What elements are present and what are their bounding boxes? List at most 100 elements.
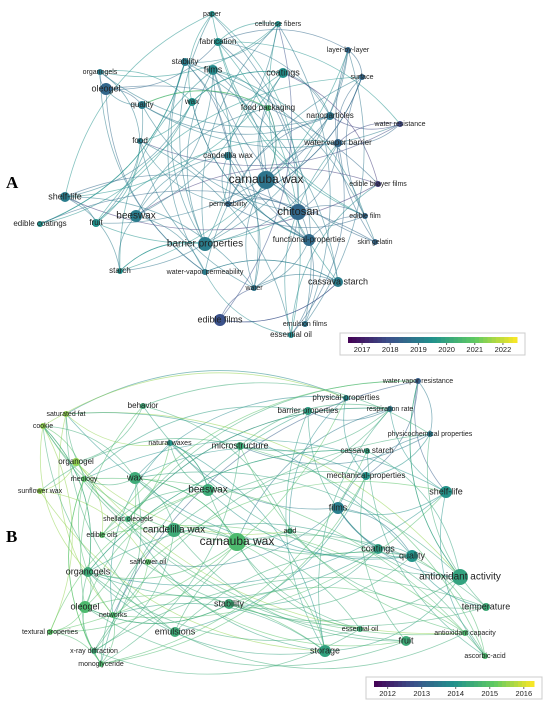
node [372, 239, 378, 245]
colorbar-segment [483, 337, 488, 343]
edge [42, 425, 91, 573]
edge [101, 380, 419, 536]
edge [227, 72, 284, 157]
edge [227, 203, 366, 228]
edge [65, 413, 413, 558]
node-label: starch [109, 266, 131, 275]
node-label: beeswax [116, 211, 155, 222]
edge [147, 561, 407, 647]
node-label: carnauba wax [229, 172, 304, 186]
node-label: rheology [71, 476, 98, 483]
node-label: water [244, 285, 263, 292]
node [332, 502, 344, 514]
edge [289, 530, 486, 657]
edge [49, 397, 347, 633]
edge [101, 489, 209, 536]
edge [112, 603, 326, 652]
edge [277, 23, 331, 325]
node [117, 268, 123, 274]
node [440, 486, 452, 498]
edge [337, 433, 431, 509]
colorbar-segment [504, 337, 510, 343]
edge [290, 183, 379, 336]
node-label: behavior [128, 401, 159, 410]
edge [42, 425, 407, 642]
edges [39, 13, 487, 675]
edge [112, 380, 419, 616]
edge [253, 239, 310, 289]
node [251, 285, 257, 291]
node [257, 171, 275, 189]
colorbar-segment [440, 337, 446, 343]
colorbar-segment [491, 337, 497, 343]
colorbar-segment [510, 681, 515, 687]
colorbar-segment [512, 337, 518, 343]
edge [84, 477, 137, 608]
colorbar-segment [394, 337, 400, 343]
edge [87, 450, 368, 573]
edge [212, 69, 310, 241]
node-label: food packaging [241, 103, 295, 112]
node-label: candelilla wax [143, 525, 205, 536]
node [72, 458, 80, 466]
node-label: quality [130, 100, 153, 109]
node-label: fabrication [200, 37, 237, 46]
edge [42, 425, 73, 633]
colorbar-tick-label: 2015 [481, 689, 498, 698]
colorbar-segment [445, 337, 450, 343]
edge [324, 576, 461, 652]
edge [307, 408, 391, 421]
node [167, 440, 173, 446]
node [140, 403, 146, 409]
node-label: natural waxes [148, 440, 192, 447]
edge [65, 413, 176, 633]
node-label: beeswax [188, 485, 227, 496]
node [375, 181, 381, 187]
edge [389, 408, 447, 493]
node-label: organogel [58, 457, 94, 466]
edge [119, 242, 206, 272]
edge [169, 442, 209, 491]
node-label: physicochemical properties [388, 431, 473, 438]
edge [75, 461, 104, 536]
node [224, 152, 232, 160]
node [125, 516, 131, 522]
colorbar-segment [508, 337, 514, 343]
edge [219, 23, 293, 321]
edge [289, 397, 347, 532]
node-label: temperature [462, 601, 511, 611]
colorbar-tick-label: 2016 [515, 689, 532, 698]
edge [118, 215, 137, 272]
node [427, 431, 433, 437]
edge [141, 90, 269, 109]
node [397, 121, 403, 127]
edge [191, 101, 310, 241]
edge [265, 179, 339, 283]
edge [217, 41, 401, 125]
node-label: safflower oil [130, 559, 167, 566]
edge [174, 475, 367, 633]
node [304, 407, 312, 415]
node-label: water-vapor barrier [303, 138, 372, 147]
edge [147, 507, 339, 567]
edge [337, 507, 413, 557]
node-label: oleogel [91, 83, 120, 93]
node [359, 74, 365, 80]
colorbar-segment [478, 681, 483, 687]
edge [360, 475, 407, 642]
colorbar-segment [386, 337, 391, 343]
edge [95, 115, 331, 224]
colorbar-segment [453, 337, 459, 343]
node-label: surface [351, 74, 374, 81]
node-label: wax [126, 472, 144, 482]
edge [42, 425, 136, 479]
edge [78, 478, 114, 616]
edge [365, 380, 419, 477]
colorbar-segment [462, 681, 467, 687]
colorbar-segment [438, 681, 443, 687]
node [181, 58, 189, 66]
edge [64, 101, 193, 198]
edge [417, 380, 433, 435]
edge [87, 571, 361, 641]
colorbar-tick-label: 2020 [438, 345, 455, 354]
